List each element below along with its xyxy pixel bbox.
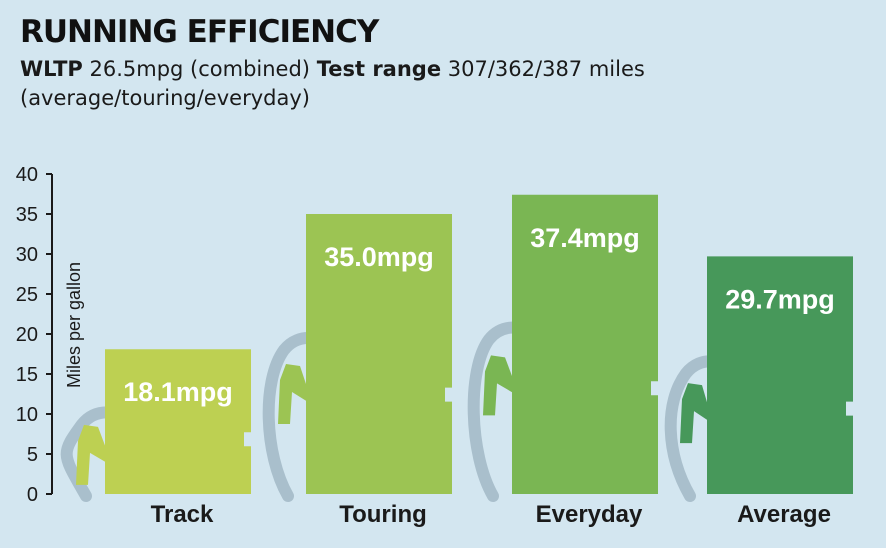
y-axis-label: Miles per gallon — [64, 262, 84, 388]
range-label: Test range — [316, 57, 442, 81]
y-tick-label: 35 — [16, 204, 38, 226]
fuel-hose — [262, 332, 314, 502]
y-tick-label: 15 — [16, 364, 38, 386]
y-tick-label: 0 — [27, 484, 38, 506]
y-tick-label: 5 — [27, 444, 38, 466]
fuel-nozzle-icon — [76, 424, 107, 485]
y-tick-label: 25 — [16, 284, 38, 306]
category-label: Touring — [339, 501, 427, 528]
y-tick-label: 10 — [16, 404, 38, 426]
data-label: 37.4mpg — [530, 223, 640, 253]
fuel-hose — [467, 321, 520, 502]
category-label: Track — [151, 501, 214, 528]
fuel-hose — [664, 355, 715, 502]
wltp-label: WLTP — [20, 57, 83, 81]
bar-average — [707, 256, 853, 494]
chart-title: RUNNING EFFICIENCY — [20, 14, 379, 50]
range-value: 307/362/387 miles — [447, 57, 645, 81]
y-tick-label: 30 — [16, 244, 38, 266]
bar-everyday — [512, 194, 658, 495]
fuel-nozzle-icon — [278, 364, 308, 424]
category-label: Average — [737, 501, 831, 528]
y-tick-label: 20 — [16, 324, 38, 346]
wltp-value: 26.5mpg (combined) — [89, 57, 310, 81]
data-label: 18.1mpg — [123, 377, 233, 407]
data-label: 29.7mpg — [725, 284, 835, 314]
range-note: (average/touring/everyday) — [20, 86, 310, 110]
fuel-hose — [60, 406, 113, 502]
bar-track — [105, 349, 251, 494]
bar-touring — [306, 214, 452, 494]
chart-subtitle: WLTP 26.5mpg (combined) Test range 307/3… — [20, 55, 720, 113]
category-label: Everyday — [536, 501, 643, 528]
data-label: 35.0mpg — [324, 242, 434, 272]
fuel-nozzle-icon — [483, 355, 514, 416]
y-tick-label: 40 — [16, 164, 38, 186]
fuel-nozzle-icon — [680, 383, 709, 444]
